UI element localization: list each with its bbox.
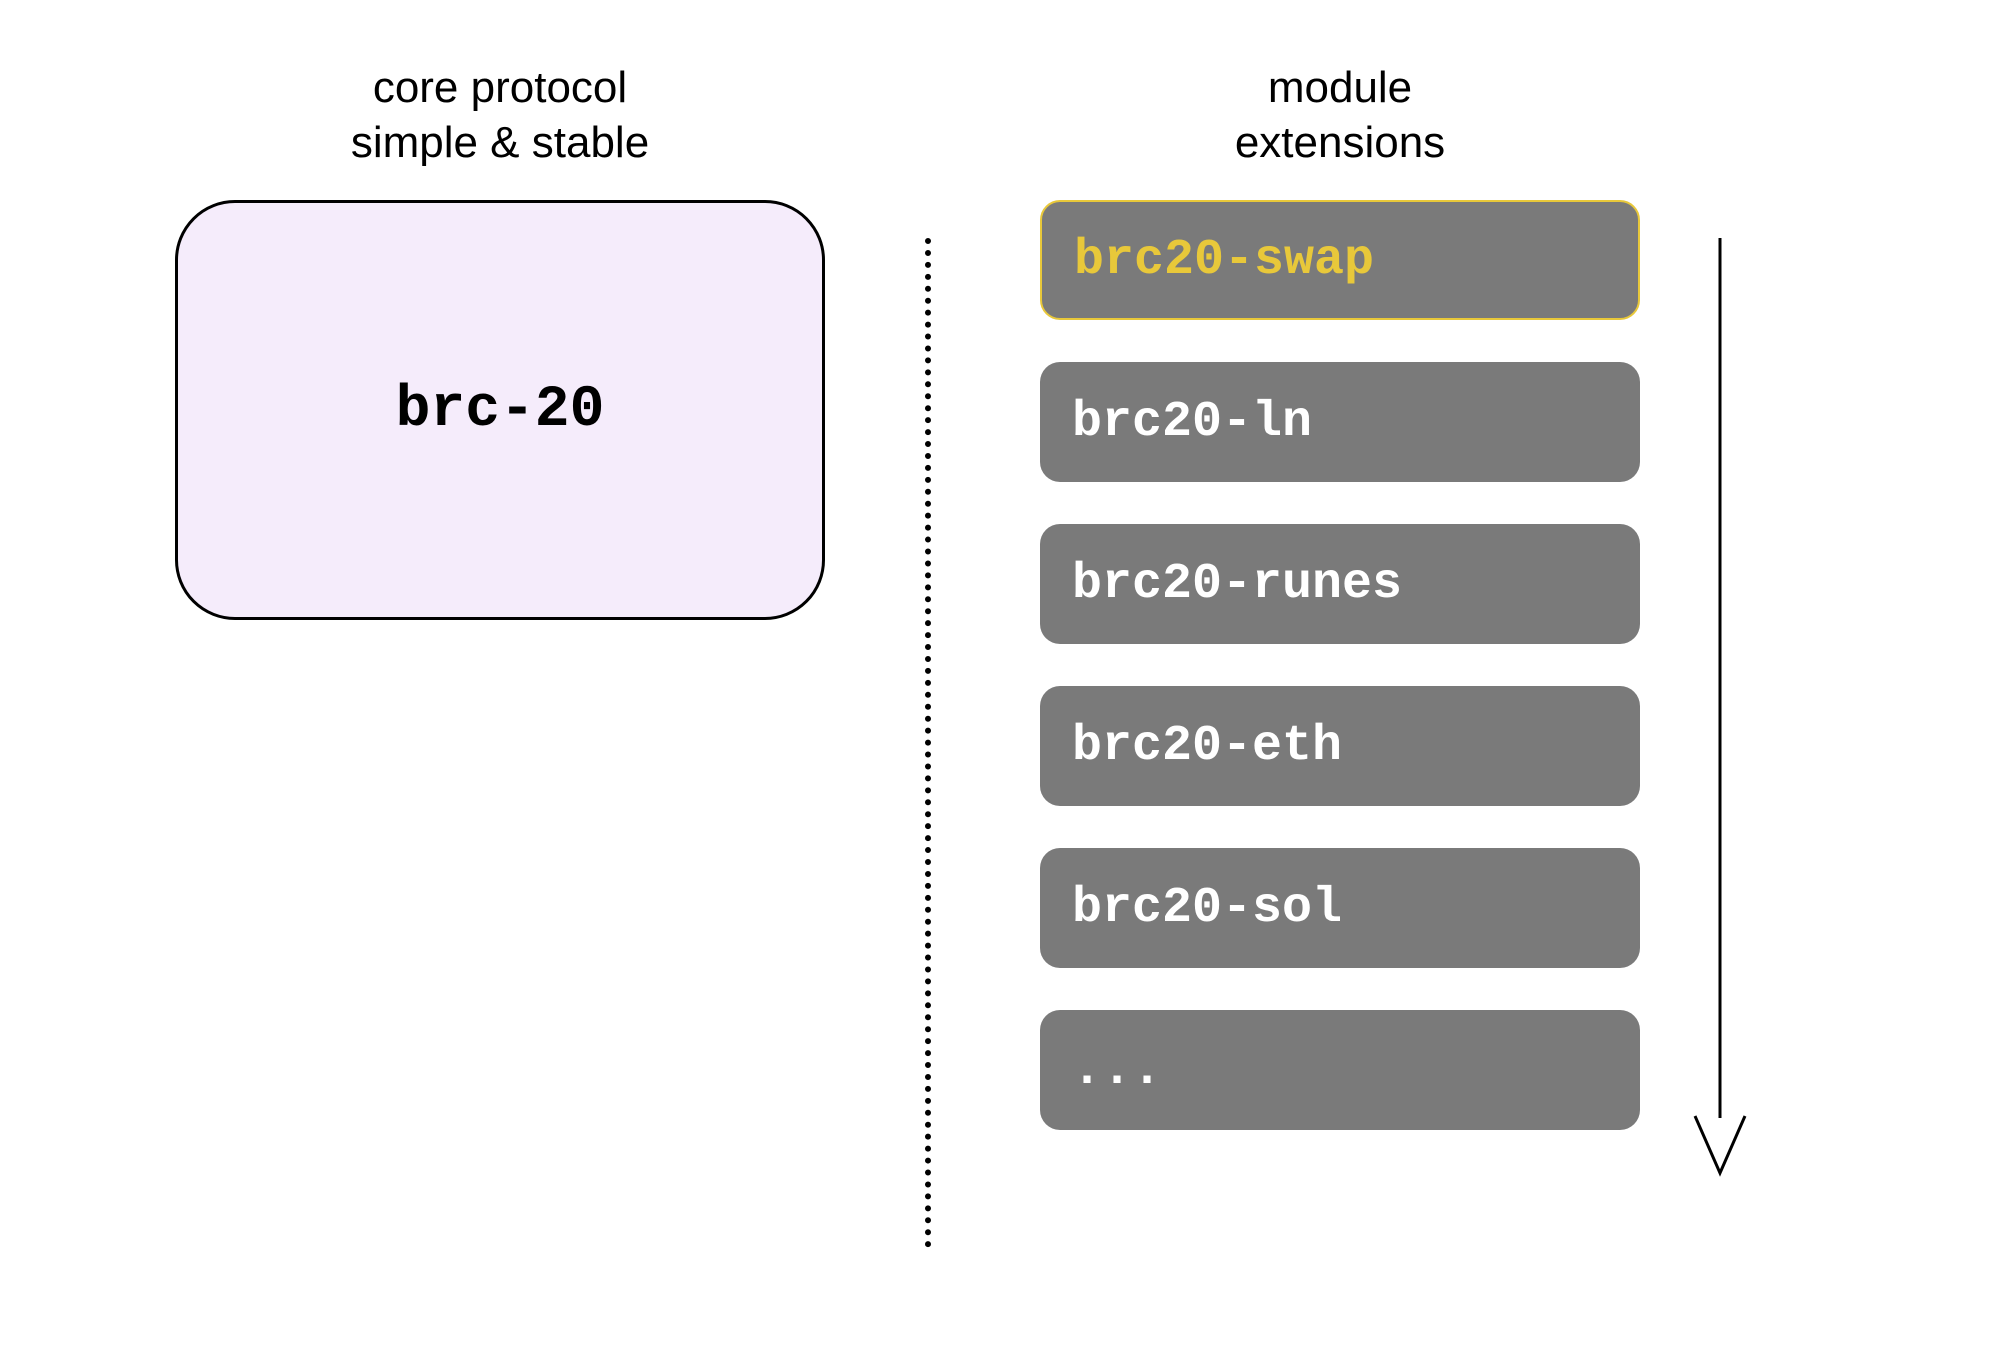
- module-header-line2: extensions: [1040, 115, 1640, 170]
- module-item-label: brc20-runes: [1072, 556, 1402, 613]
- vertical-divider: [925, 238, 931, 1248]
- core-protocol-label: brc-20: [396, 378, 605, 443]
- module-item-label: brc20-ln: [1072, 394, 1312, 451]
- module-item-label: brc20-sol: [1072, 880, 1342, 937]
- module-extensions-header: module extensions: [1040, 60, 1640, 170]
- module-item-label: brc20-swap: [1074, 232, 1374, 289]
- core-protocol-panel: core protocol simple & stable brc-20: [140, 60, 860, 620]
- module-list: brc20-swap brc20-ln brc20-runes brc20-eth br…: [1040, 200, 1640, 1130]
- core-header-line1: core protocol: [140, 60, 860, 115]
- module-item-0: brc20-swap: [1040, 200, 1640, 320]
- down-arrow-icon: [1680, 238, 1760, 1178]
- module-item-2: brc20-runes: [1040, 524, 1640, 644]
- module-item-1: brc20-ln: [1040, 362, 1640, 482]
- module-item-label: ...: [1072, 1042, 1162, 1099]
- module-item-3: brc20-eth: [1040, 686, 1640, 806]
- module-extensions-panel: module extensions brc20-swapbrc20-lnbrc2…: [1040, 60, 1640, 1130]
- core-protocol-header: core protocol simple & stable: [140, 60, 860, 170]
- core-protocol-box: brc-20: [175, 200, 825, 620]
- module-item-4: brc20-sol: [1040, 848, 1640, 968]
- module-header-line1: module: [1040, 60, 1640, 115]
- module-item-label: brc20-eth: [1072, 718, 1342, 775]
- module-item-5: ...: [1040, 1010, 1640, 1130]
- protocol-diagram: core protocol simple & stable brc-20 mod…: [140, 60, 1860, 1260]
- core-header-line2: simple & stable: [140, 115, 860, 170]
